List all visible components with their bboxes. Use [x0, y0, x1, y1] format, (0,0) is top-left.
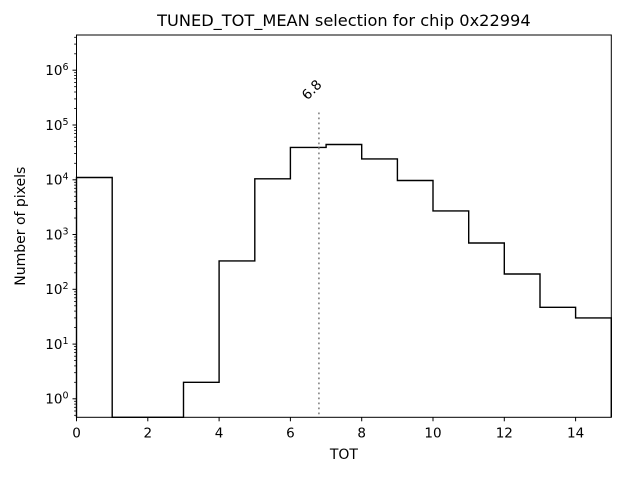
x-tick-label: 2 — [144, 426, 153, 442]
y-tick-exponent: 6 — [62, 62, 68, 73]
y-tick-label: 105 — [45, 117, 68, 134]
y-tick-exponent: 1 — [62, 336, 68, 347]
x-tick-label: 12 — [496, 426, 513, 442]
y-tick-label: 103 — [45, 226, 68, 243]
x-tick-label: 8 — [357, 426, 366, 442]
y-tick-label: 100 — [45, 391, 68, 408]
y-tick-label: 101 — [45, 336, 68, 353]
x-tick-label: 4 — [215, 426, 224, 442]
plot-frame — [76, 34, 612, 418]
x-tick-label: 0 — [72, 426, 81, 442]
x-tick-label: 6 — [286, 426, 295, 442]
y-tick-label: 102 — [45, 281, 68, 298]
y-tick-exponent: 0 — [62, 391, 68, 402]
x-tick-label: 10 — [424, 426, 441, 442]
y-tick-exponent: 4 — [62, 172, 68, 183]
vline-label: 6.8 — [299, 77, 326, 104]
histogram-line — [75, 143, 612, 418]
y-tick-label: 104 — [45, 172, 68, 189]
chart-title: TUNED_TOT_MEAN selection for chip 0x2299… — [156, 11, 531, 31]
y-tick-exponent: 2 — [62, 281, 68, 292]
x-tick-label: 14 — [567, 426, 584, 442]
x-axis-label: TOT — [329, 447, 359, 463]
y-tick-label: 106 — [45, 62, 68, 79]
y-axis-label: Number of pixels — [13, 167, 29, 286]
y-tick-exponent: 3 — [62, 226, 68, 237]
y-tick-exponent: 5 — [62, 117, 68, 128]
